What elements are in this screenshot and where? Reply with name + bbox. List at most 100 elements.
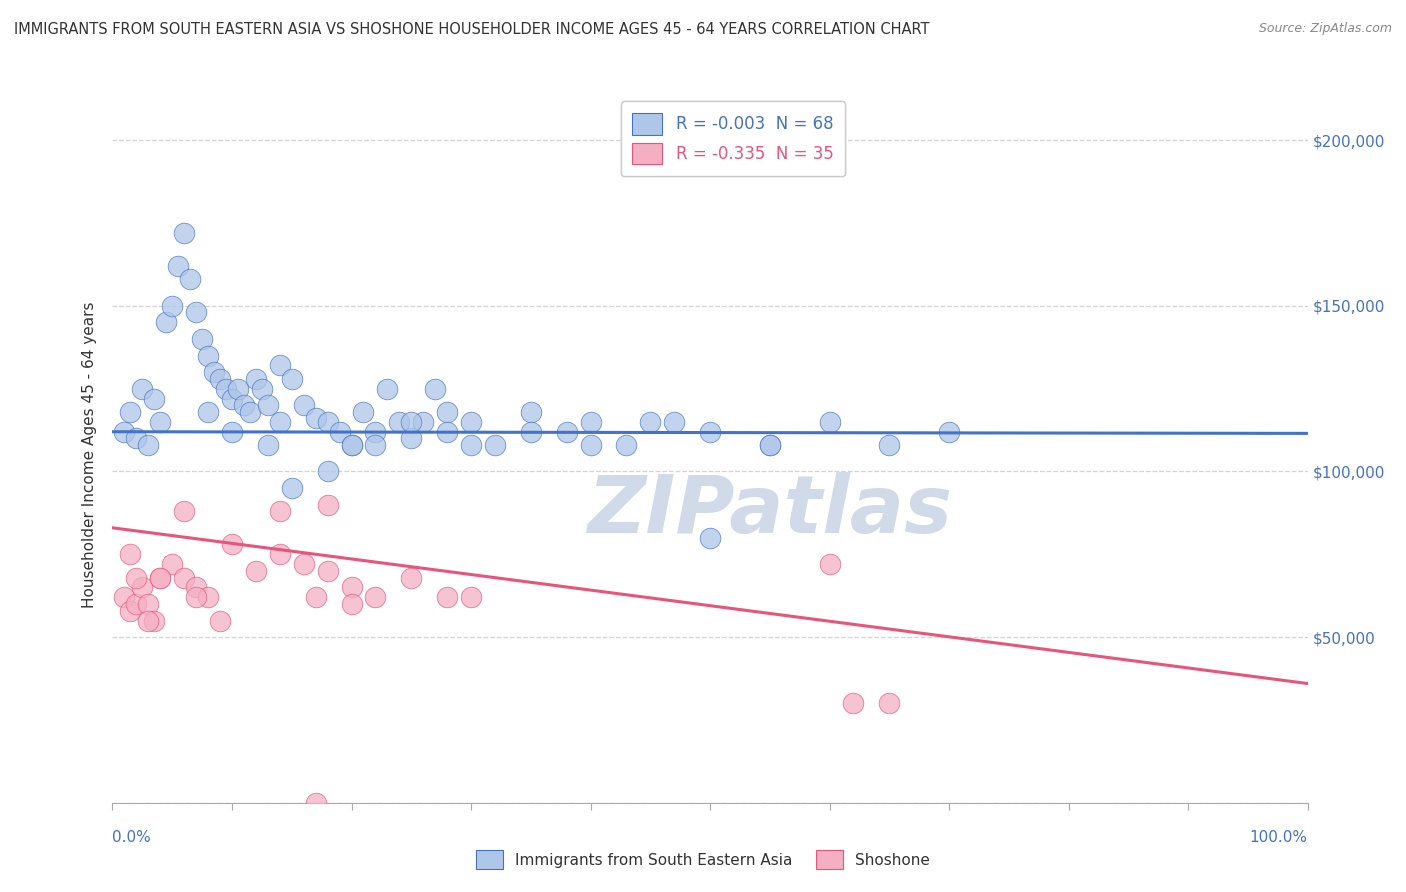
Point bbox=[143, 392, 166, 406]
Point bbox=[304, 411, 326, 425]
Point bbox=[208, 614, 231, 628]
Point bbox=[340, 438, 363, 452]
Point bbox=[149, 570, 172, 584]
Point bbox=[759, 438, 782, 452]
Point bbox=[167, 259, 190, 273]
Point bbox=[120, 604, 142, 618]
Point bbox=[120, 547, 142, 561]
Text: Source: ZipAtlas.com: Source: ZipAtlas.com bbox=[1258, 22, 1392, 36]
Point bbox=[245, 564, 267, 578]
Point bbox=[520, 405, 543, 419]
Point bbox=[579, 438, 602, 452]
Point bbox=[191, 332, 214, 346]
Point bbox=[401, 431, 423, 445]
Point bbox=[340, 438, 363, 452]
Point bbox=[162, 558, 183, 572]
Point bbox=[269, 359, 291, 373]
Point bbox=[269, 415, 291, 429]
Point bbox=[364, 438, 387, 452]
Point bbox=[197, 591, 219, 605]
Point bbox=[304, 591, 326, 605]
Point bbox=[664, 415, 686, 429]
Point bbox=[377, 382, 399, 396]
Point bbox=[143, 614, 166, 628]
Point bbox=[340, 581, 363, 595]
Point bbox=[352, 405, 374, 419]
Point bbox=[202, 365, 225, 379]
Point bbox=[120, 405, 142, 419]
Point bbox=[239, 405, 262, 419]
Point bbox=[388, 415, 411, 429]
Point bbox=[138, 614, 160, 628]
Point bbox=[149, 415, 172, 429]
Point bbox=[215, 382, 238, 396]
Point bbox=[245, 372, 267, 386]
Point bbox=[221, 392, 243, 406]
Point bbox=[173, 226, 195, 240]
Text: 100.0%: 100.0% bbox=[1250, 830, 1308, 845]
Point bbox=[114, 591, 135, 605]
Point bbox=[401, 570, 423, 584]
Point bbox=[281, 372, 304, 386]
Point bbox=[173, 570, 195, 584]
Point bbox=[938, 425, 960, 439]
Text: IMMIGRANTS FROM SOUTH EASTERN ASIA VS SHOSHONE HOUSEHOLDER INCOME AGES 45 - 64 Y: IMMIGRANTS FROM SOUTH EASTERN ASIA VS SH… bbox=[14, 22, 929, 37]
Point bbox=[316, 415, 339, 429]
Point bbox=[256, 438, 278, 452]
Point bbox=[364, 591, 387, 605]
Point bbox=[131, 581, 153, 595]
Point bbox=[818, 558, 841, 572]
Point bbox=[197, 405, 219, 419]
Point bbox=[520, 425, 543, 439]
Point bbox=[614, 438, 637, 452]
Point bbox=[281, 481, 304, 495]
Point bbox=[186, 305, 208, 319]
Point bbox=[114, 425, 135, 439]
Point bbox=[818, 415, 841, 429]
Point bbox=[256, 398, 278, 412]
Point bbox=[484, 438, 506, 452]
Point bbox=[436, 425, 458, 439]
Point bbox=[412, 415, 434, 429]
Point bbox=[460, 591, 482, 605]
Point bbox=[316, 564, 339, 578]
Point bbox=[232, 398, 256, 412]
Point bbox=[460, 415, 482, 429]
Point bbox=[579, 415, 602, 429]
Point bbox=[364, 425, 387, 439]
Point bbox=[699, 531, 721, 545]
Point bbox=[131, 382, 153, 396]
Point bbox=[162, 299, 183, 313]
Point bbox=[197, 349, 219, 363]
Point bbox=[179, 272, 201, 286]
Point bbox=[250, 382, 273, 396]
Point bbox=[208, 372, 231, 386]
Point bbox=[316, 498, 339, 512]
Point bbox=[401, 415, 423, 429]
Point bbox=[292, 558, 315, 572]
Point bbox=[221, 425, 243, 439]
Y-axis label: Householder Income Ages 45 - 64 years: Householder Income Ages 45 - 64 years bbox=[82, 301, 97, 608]
Point bbox=[328, 425, 352, 439]
Point bbox=[759, 438, 782, 452]
Point bbox=[138, 597, 160, 611]
Point bbox=[340, 597, 363, 611]
Point bbox=[125, 570, 148, 584]
Point bbox=[436, 405, 458, 419]
Point bbox=[226, 382, 249, 396]
Point bbox=[269, 547, 291, 561]
Point bbox=[436, 591, 458, 605]
Point bbox=[877, 697, 900, 711]
Point bbox=[138, 438, 160, 452]
Point bbox=[425, 382, 447, 396]
Point bbox=[304, 796, 326, 810]
Point bbox=[155, 315, 177, 329]
Point bbox=[186, 581, 208, 595]
Legend: Immigrants from South Eastern Asia, Shoshone: Immigrants from South Eastern Asia, Shos… bbox=[470, 844, 936, 875]
Point bbox=[125, 597, 148, 611]
Point bbox=[316, 465, 339, 479]
Point bbox=[292, 398, 315, 412]
Point bbox=[125, 431, 148, 445]
Point bbox=[555, 425, 578, 439]
Point bbox=[221, 537, 243, 551]
